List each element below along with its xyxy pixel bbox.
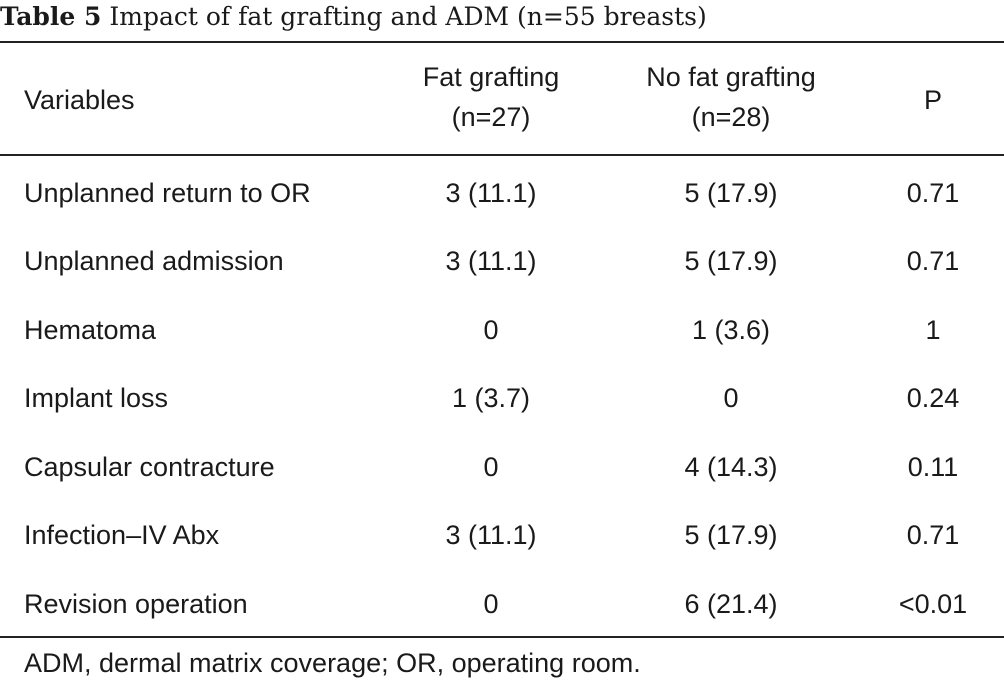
cell-variable: Infection–IV Abx (24, 520, 220, 550)
cell-fat-grafting: 0 (483, 452, 499, 482)
table-bottom-rule (0, 636, 1004, 638)
header-fat-grafting-n: (n=27) (451, 102, 531, 132)
cell-no-fat-grafting: 5 (17.9) (684, 178, 778, 208)
cell-no-fat-grafting: 1 (3.6) (691, 315, 771, 345)
cell-variable: Revision operation (24, 589, 248, 619)
table-caption-label: Table 5 (0, 2, 102, 31)
cell-p-value: 0.71 (906, 246, 960, 276)
cell-variable: Unplanned return to OR (24, 178, 311, 208)
header-p-value: P (923, 85, 942, 115)
cell-fat-grafting: 3 (11.1) (445, 520, 537, 550)
cell-variable: Implant loss (24, 383, 169, 413)
cell-no-fat-grafting: 6 (21.4) (684, 589, 778, 619)
table-row: Hematoma 0 1 (3.6) 1 (0, 296, 1004, 365)
cell-no-fat-grafting: 0 (723, 383, 739, 413)
table-row: Capsular contracture 0 4 (14.3) 0.11 (0, 433, 1004, 502)
cell-p-value: 1 (925, 315, 941, 345)
cell-variable: Unplanned admission (24, 246, 284, 276)
cell-fat-grafting: 3 (11.1) (445, 178, 537, 208)
cell-fat-grafting: 0 (483, 589, 499, 619)
cell-no-fat-grafting: 4 (14.3) (684, 452, 778, 482)
table-row: Infection–IV Abx 3 (11.1) 5 (17.9) 0.71 (0, 501, 1004, 570)
cell-fat-grafting: 1 (3.7) (451, 383, 531, 413)
cell-p-value: 0.24 (906, 383, 960, 413)
header-no-fat-grafting-title: No fat grafting (646, 62, 816, 92)
cell-no-fat-grafting: 5 (17.9) (684, 520, 778, 550)
header-fat-grafting: Fat grafting (n=27) (372, 57, 610, 137)
cell-p-value: 0.71 (906, 520, 960, 550)
cell-variable: Capsular contracture (24, 452, 275, 482)
table-row: Implant loss 1 (3.7) 0 0.24 (0, 364, 1004, 433)
table-header-rule (0, 154, 1004, 156)
cell-fat-grafting: 0 (483, 315, 499, 345)
table-row: Unplanned admission 3 (11.1) 5 (17.9) 0.… (0, 227, 1004, 296)
cell-p-value: 0.71 (906, 178, 960, 208)
table-footnote: ADM, dermal matrix coverage; OR, operati… (24, 648, 641, 678)
cell-no-fat-grafting: 5 (17.9) (684, 246, 778, 276)
table-row: Unplanned return to OR 3 (11.1) 5 (17.9)… (0, 159, 1004, 228)
table-top-rule (0, 41, 1004, 43)
table-row: Revision operation 0 6 (21.4) <0.01 (0, 570, 1004, 639)
header-fat-grafting-title: Fat grafting (422, 62, 560, 92)
table-caption-text: Impact of fat grafting and ADM (n=55 bre… (109, 2, 707, 31)
header-no-fat-grafting: No fat grafting (n=28) (620, 57, 842, 137)
cell-variable: Hematoma (24, 315, 157, 345)
cell-p-value: 0.11 (907, 452, 959, 482)
table-caption: Table 5 Impact of fat grafting and ADM (… (0, 0, 707, 36)
header-variables: Variables (24, 85, 135, 115)
header-no-fat-grafting-n: (n=28) (691, 102, 771, 132)
cell-fat-grafting: 3 (11.1) (445, 246, 537, 276)
cell-p-value: <0.01 (898, 589, 968, 619)
